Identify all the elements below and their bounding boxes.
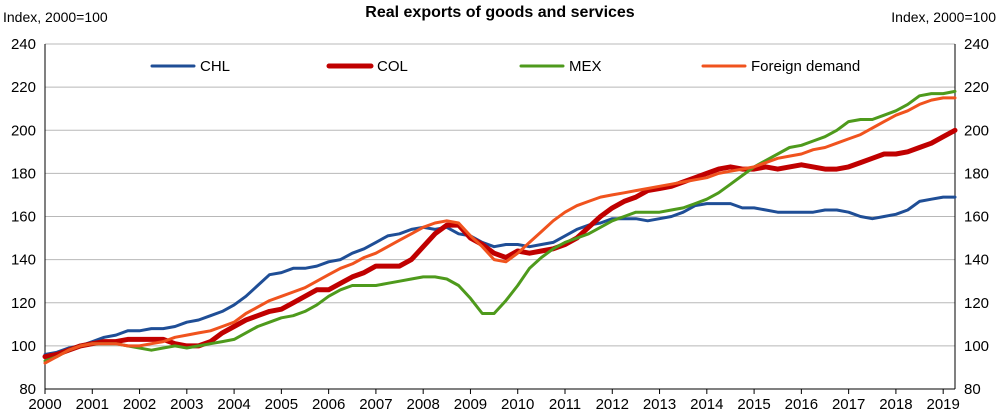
x-tick-label: 2000 xyxy=(28,396,61,412)
series-line-chl xyxy=(43,195,957,356)
y-tick-label-right: 160 xyxy=(964,209,989,226)
legend-label-chl: CHL xyxy=(200,58,230,75)
y-tick-label-left: 240 xyxy=(11,36,36,53)
chart-title: Real exports of goods and services xyxy=(365,4,635,21)
y-tick-label-right: 140 xyxy=(964,252,989,269)
series-lines xyxy=(42,89,958,365)
x-tick-label: 2018 xyxy=(879,396,912,412)
x-tick-label: 2015 xyxy=(737,396,770,412)
y-tick-label-left: 100 xyxy=(11,338,36,355)
x-tick-label: 2010 xyxy=(501,396,534,412)
legend-label-col: COL xyxy=(377,58,408,75)
plot-frame xyxy=(44,44,956,390)
y-tick-label-right: 200 xyxy=(964,122,989,139)
y-tick-label-right: 100 xyxy=(964,338,989,355)
y-tick-label-left: 80 xyxy=(19,381,36,398)
y-axis-left-ticks: 80 100 120 140 160 180 200 220 240 xyxy=(11,36,36,398)
gridlines xyxy=(45,43,955,347)
series-line-foreign-demand xyxy=(43,96,957,365)
y-tick-label-left: 120 xyxy=(11,295,36,312)
series-line-mex xyxy=(43,89,957,363)
legend-label-mex: MEX xyxy=(569,58,602,75)
legend: CHL COL MEX Foreign demand xyxy=(150,58,860,75)
x-axis-ticks: 2000 2001 2002 2003 2004 2005 2006 2007 2008 2009… xyxy=(28,389,960,412)
y-tick-label-right: 220 xyxy=(964,79,989,96)
y-tick-label-left: 140 xyxy=(11,252,36,269)
y-tick-label-right: 240 xyxy=(964,36,989,53)
y-tick-label-left: 180 xyxy=(11,165,36,182)
x-tick-label: 2016 xyxy=(785,396,818,412)
x-tick-label: 2007 xyxy=(359,396,392,412)
y-tick-label-left: 220 xyxy=(11,79,36,96)
x-tick-label: 2006 xyxy=(312,396,345,412)
y-tick-label-right: 180 xyxy=(964,165,989,182)
x-tick-label: 2004 xyxy=(217,396,250,412)
x-tick-label: 2002 xyxy=(123,396,156,412)
x-tick-label: 2014 xyxy=(690,396,723,412)
y-tick-label-left: 160 xyxy=(11,209,36,226)
x-tick-label: 2012 xyxy=(596,396,629,412)
x-tick-label: 2005 xyxy=(265,396,298,412)
y-axis-left-label: Index, 2000=100 xyxy=(3,9,108,25)
x-tick-label: 2013 xyxy=(643,396,676,412)
y-axis-right-ticks: 80 100 120 140 160 180 200 220 240 xyxy=(964,36,989,398)
x-tick-label: 2001 xyxy=(76,396,109,412)
legend-label-foreign-demand: Foreign demand xyxy=(751,58,860,75)
x-tick-label: 2017 xyxy=(832,396,865,412)
y-axis-right-label: Index, 2000=100 xyxy=(891,9,996,25)
x-tick-label: 2011 xyxy=(549,396,581,412)
x-tick-label: 2008 xyxy=(406,396,439,412)
x-tick-label: 2019 xyxy=(926,396,959,412)
x-tick-label: 2009 xyxy=(454,396,487,412)
x-tick-label: 2003 xyxy=(170,396,203,412)
y-tick-label-left: 200 xyxy=(11,122,36,139)
y-tick-label-right: 120 xyxy=(964,295,989,312)
y-tick-label-right: 80 xyxy=(964,381,981,398)
